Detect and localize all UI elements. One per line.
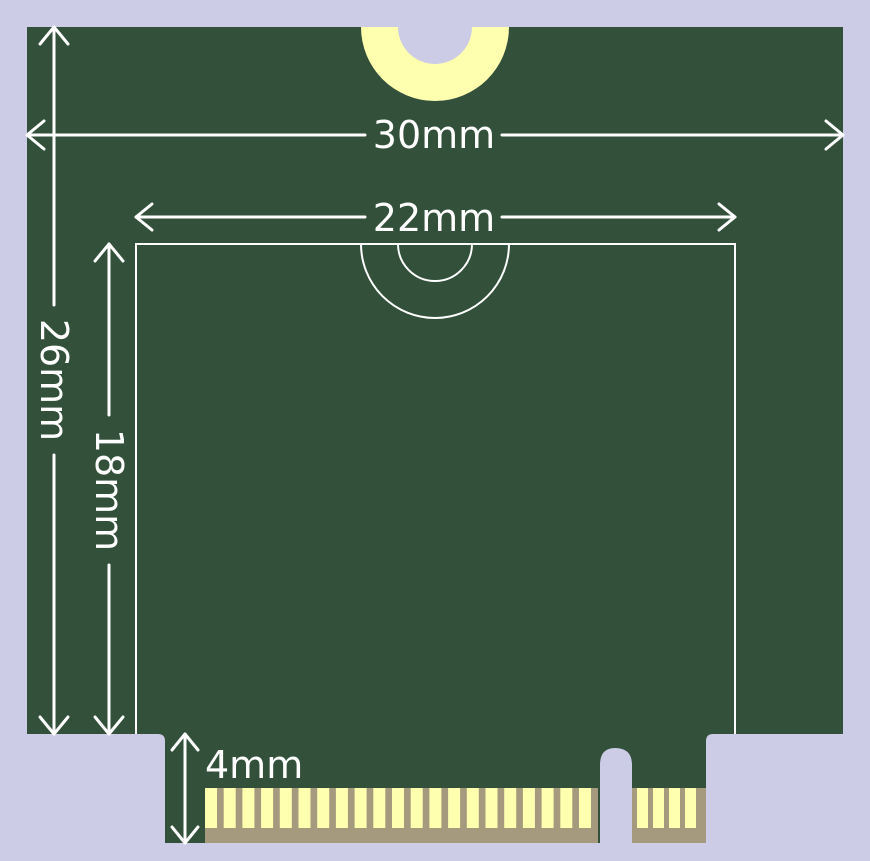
mounting-hole-outline <box>360 243 510 319</box>
connector-pin <box>669 788 680 828</box>
connector-pins-key-side <box>637 788 696 828</box>
connector-pin <box>335 788 348 828</box>
connector-pin <box>223 788 236 828</box>
connector-height-label: 4mm <box>205 743 303 787</box>
connector-pin <box>261 788 274 828</box>
connector-pin <box>504 788 517 828</box>
dimension-module-height: 18mm <box>87 242 131 736</box>
connector-pin <box>298 788 311 828</box>
dimension-module-width: 22mm <box>134 196 737 240</box>
connector-pin <box>541 788 554 828</box>
connector-pin <box>685 788 696 828</box>
connector-pin <box>354 788 367 828</box>
pcb-board <box>27 27 843 843</box>
connector-pin <box>522 788 535 828</box>
connector-pin <box>448 788 461 828</box>
connector-pin <box>205 788 217 828</box>
connector-pin <box>242 788 255 828</box>
board-width-label: 30mm <box>373 113 495 157</box>
mounting-hole-top <box>361 27 509 101</box>
connector-pin <box>317 788 330 828</box>
module-width-label: 22mm <box>373 196 495 240</box>
connector-pin <box>485 788 498 828</box>
connector-pin <box>410 788 423 828</box>
connector-pin <box>579 788 591 828</box>
connector-pins-main <box>205 788 591 828</box>
dimension-board-height: 26mm <box>32 25 76 736</box>
connector-pin <box>560 788 573 828</box>
edge-connector <box>205 788 706 843</box>
connector-pin <box>373 788 386 828</box>
module-height-label: 18mm <box>87 429 131 551</box>
connector-pin <box>653 788 664 828</box>
connector-pin <box>637 788 648 828</box>
connector-pin <box>392 788 404 828</box>
dimension-board-width: 30mm <box>25 113 845 157</box>
dimension-connector-height: 4mm <box>170 732 303 845</box>
connector-pin <box>466 788 479 828</box>
connector-pin <box>279 788 292 828</box>
board-height-label: 26mm <box>32 319 76 441</box>
module-outline <box>135 243 736 734</box>
connector-pin <box>429 788 442 828</box>
